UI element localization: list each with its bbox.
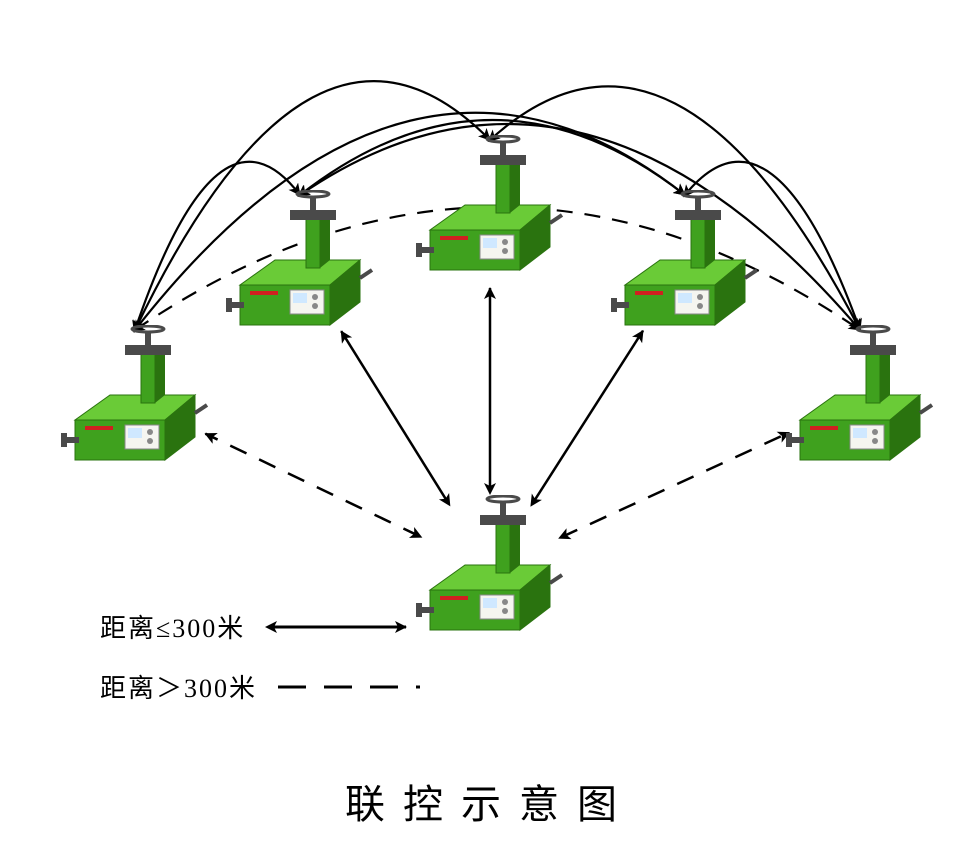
diagram-title: 联控示意图 [0, 772, 980, 830]
machine-node-far_right [780, 325, 940, 475]
legend-solid-line-icon [262, 617, 412, 637]
legend-dashed-label: 距离＞300米 [100, 668, 257, 705]
link-bottom-left [341, 331, 449, 504]
link-bottom-right [532, 331, 643, 505]
machine-node-top [410, 135, 570, 285]
arc-left-far_right [300, 124, 860, 330]
machine-node-bottom [410, 495, 570, 645]
legend-solid: 距离≤300米 [100, 608, 412, 645]
diagram-stage: 距离≤300米 距离＞300米 联控示意图 [0, 0, 980, 851]
link-bottom-far_right [561, 433, 789, 538]
machine-node-far_left [55, 325, 215, 475]
link-bottom-far_left [205, 434, 419, 537]
legend-dashed-line-icon [274, 677, 424, 697]
machine-node-left [220, 190, 380, 340]
machine-node-right [605, 190, 765, 340]
legend-dashed: 距离＞300米 [100, 668, 424, 705]
legend-solid-label: 距离≤300米 [100, 608, 245, 645]
